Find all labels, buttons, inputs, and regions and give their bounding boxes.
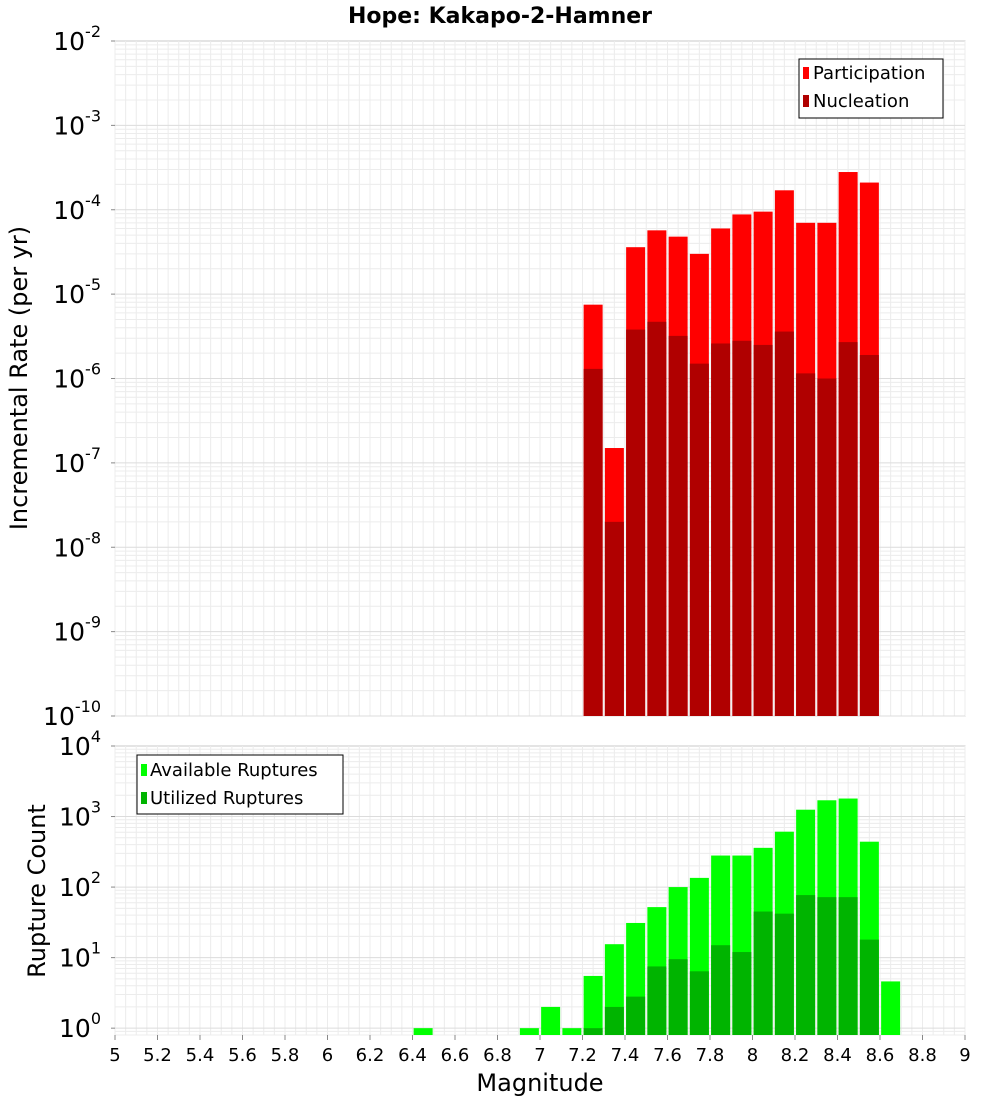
x-axis-label: Magnitude bbox=[476, 1069, 603, 1097]
x-tick-label: 7 bbox=[534, 1045, 545, 1066]
rate-y-axis-label: Incremental Rate (per yr) bbox=[5, 226, 33, 530]
available-ruptures-bar bbox=[541, 1006, 561, 1035]
nucleation-bar bbox=[774, 331, 794, 716]
magnitude-x-ticks: 5 5.2 5.4 5.6 5.8 6 6.2 6.4 6.6 6.8 7 7.2 7.4 7.6 7.8 8… bbox=[109, 1035, 971, 1066]
x-tick-label: 9 bbox=[959, 1045, 970, 1066]
x-tick-label: 8.6 bbox=[866, 1045, 895, 1066]
available-legend-label: Available Ruptures bbox=[150, 760, 318, 781]
count-y-tick-label: 101 bbox=[59, 939, 101, 973]
x-tick-label: 8.2 bbox=[781, 1045, 810, 1066]
count-y-tick-label: 102 bbox=[59, 868, 101, 902]
x-tick-label: 7.4 bbox=[611, 1045, 640, 1066]
utilized-ruptures-bar bbox=[817, 897, 837, 1035]
x-tick-label: 8.8 bbox=[908, 1045, 937, 1066]
utilized-ruptures-bar bbox=[753, 911, 773, 1035]
available-ruptures-bar bbox=[519, 1028, 539, 1035]
utilized-ruptures-bar bbox=[838, 897, 858, 1035]
utilized-ruptures-bar bbox=[711, 945, 731, 1035]
rate-y-tick-label: 10-3 bbox=[53, 106, 101, 140]
rate-y-tick-label: 10-6 bbox=[53, 360, 101, 394]
rate-y-tick-label: 10-8 bbox=[53, 528, 101, 562]
nucleation-bar bbox=[689, 363, 709, 716]
utilized-ruptures-bar bbox=[689, 971, 709, 1035]
x-tick-label: 6.8 bbox=[483, 1045, 512, 1066]
utilized-legend-swatch bbox=[141, 792, 147, 804]
nucleation-legend-swatch bbox=[803, 95, 809, 107]
utilized-ruptures-bar bbox=[647, 966, 667, 1035]
available-legend-swatch bbox=[141, 764, 147, 776]
available-ruptures-bar bbox=[881, 981, 901, 1035]
rate-y-tick-label: 10-2 bbox=[53, 22, 101, 56]
x-tick-label: 8 bbox=[747, 1045, 758, 1066]
utilized-ruptures-bar bbox=[626, 996, 646, 1035]
utilized-ruptures-bar bbox=[668, 959, 688, 1035]
rate-grid bbox=[114, 41, 966, 717]
nucleation-bar bbox=[711, 343, 731, 716]
x-tick-label: 7.8 bbox=[696, 1045, 725, 1066]
count-bars bbox=[413, 798, 901, 1035]
count-y-tick-label: 103 bbox=[59, 798, 101, 832]
rate-legend-box bbox=[798, 58, 944, 119]
nucleation-bar bbox=[859, 354, 879, 716]
x-tick-label: 5.6 bbox=[228, 1045, 257, 1066]
utilized-ruptures-bar bbox=[732, 952, 752, 1035]
x-tick-label: 7.6 bbox=[653, 1045, 682, 1066]
x-tick-label: 7.2 bbox=[568, 1045, 597, 1066]
participation-legend-label: Participation bbox=[813, 63, 925, 84]
x-tick-label: 5.8 bbox=[271, 1045, 300, 1066]
available-ruptures-bar bbox=[562, 1028, 582, 1035]
nucleation-bar bbox=[604, 521, 624, 716]
count-y-tick-label: 104 bbox=[59, 727, 101, 761]
utilized-ruptures-bar bbox=[796, 895, 816, 1035]
rate-y-tick-label: 10-10 bbox=[43, 697, 101, 731]
x-tick-label: 5 bbox=[109, 1045, 120, 1066]
utilized-ruptures-bar bbox=[859, 939, 879, 1035]
available-ruptures-bar bbox=[583, 975, 603, 1035]
rate-legend: Participation Nucleation bbox=[798, 58, 944, 119]
utilized-ruptures-bar bbox=[583, 1028, 603, 1035]
x-tick-label: 6.6 bbox=[441, 1045, 470, 1066]
count-y-axis-label: Rupture Count bbox=[23, 804, 51, 978]
count-panel: 100 101 102 103 104 5 5.2 5.4 5.6 5.8 6 6.2 6.4 6.6 6… bbox=[23, 727, 971, 1097]
participation-legend-swatch bbox=[803, 67, 809, 79]
count-y-ticks: 100 101 102 103 104 bbox=[59, 727, 115, 1043]
utilized-legend-label: Utilized Ruptures bbox=[150, 788, 303, 809]
nucleation-bar bbox=[583, 368, 603, 716]
x-tick-label: 6 bbox=[322, 1045, 333, 1066]
nucleation-bar bbox=[732, 340, 752, 716]
utilized-ruptures-bar bbox=[604, 1006, 624, 1035]
rate-y-ticks: 10-10 10-9 10-8 10-7 10-6 10-5 10-4 10-3 10-2 bbox=[43, 22, 115, 731]
count-legend: Available Ruptures Utilized Ruptures bbox=[136, 754, 344, 815]
x-tick-label: 5.4 bbox=[186, 1045, 215, 1066]
rate-bars bbox=[583, 172, 879, 717]
rate-y-tick-label: 10-7 bbox=[53, 444, 101, 478]
nucleation-bar bbox=[668, 335, 688, 716]
x-tick-label: 8.4 bbox=[823, 1045, 852, 1066]
rate-y-tick-label: 10-5 bbox=[53, 275, 101, 309]
x-tick-label: 6.4 bbox=[398, 1045, 427, 1066]
chart-title: Hope: Kakapo-2-Hamner bbox=[348, 4, 652, 29]
nucleation-bar bbox=[817, 378, 837, 716]
count-legend-box bbox=[136, 754, 344, 815]
nucleation-bar bbox=[626, 329, 646, 716]
nucleation-legend-label: Nucleation bbox=[813, 91, 909, 112]
rate-panel: 10-10 10-9 10-8 10-7 10-6 10-5 10-4 10-3 10-2 In… bbox=[5, 22, 966, 731]
nucleation-bar bbox=[838, 342, 858, 716]
x-tick-label: 6.2 bbox=[356, 1045, 385, 1066]
available-ruptures-bar bbox=[413, 1028, 433, 1035]
nucleation-bar bbox=[753, 344, 773, 716]
nucleation-bar bbox=[647, 321, 667, 716]
rate-y-tick-label: 10-4 bbox=[53, 191, 101, 225]
nucleation-bar bbox=[796, 373, 816, 716]
count-y-tick-label: 100 bbox=[59, 1009, 101, 1043]
utilized-ruptures-bar bbox=[774, 913, 794, 1035]
rate-y-tick-label: 10-9 bbox=[53, 613, 101, 647]
x-tick-label: 5.2 bbox=[143, 1045, 172, 1066]
